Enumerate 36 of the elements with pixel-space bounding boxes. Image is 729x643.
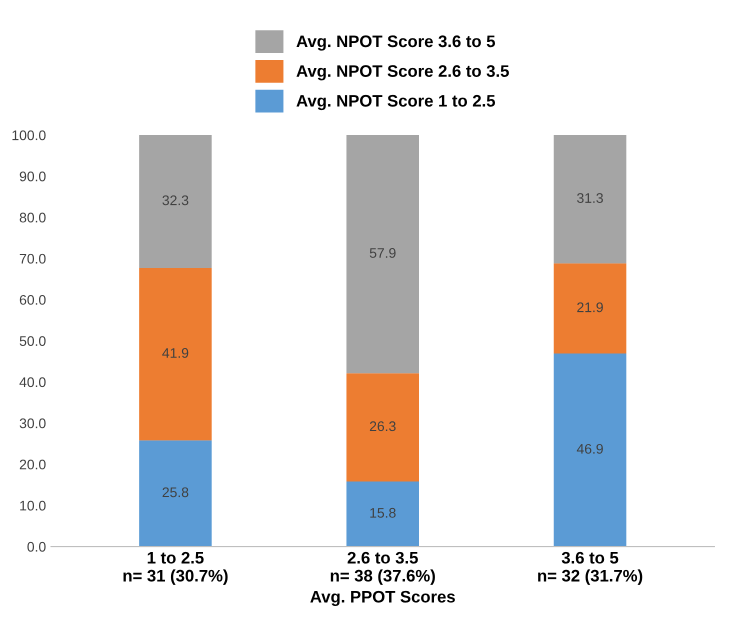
y-tick-label: 80.0 (20, 212, 46, 223)
data-label: 21.9 (577, 302, 603, 312)
bar (346, 482, 420, 547)
y-tick-label: 90.0 (20, 172, 46, 182)
y-tick-label: 30.0 (20, 418, 46, 428)
x-tick-label: 3.6 to 5 n= 32 (31.7%) (538, 552, 642, 585)
legend-label: Avg. NPOT Score 2.6 to 3.5 (296, 65, 509, 80)
bar (554, 354, 626, 547)
y-tick-label: 100.0 (12, 130, 46, 140)
bar (139, 440, 212, 547)
y-tick-label: 10.0 (20, 500, 46, 511)
y-tick-label: 50.0 (20, 336, 46, 346)
data-label: 31.3 (577, 193, 603, 203)
bar (346, 135, 420, 374)
bar (346, 373, 420, 482)
data-label: 32.3 (162, 195, 188, 206)
data-label: 41.9 (162, 348, 188, 358)
y-tick-label: 70.0 (20, 254, 46, 264)
x-tick-label: 2.6 to 3.5 n= 38 (37.6%) (330, 552, 435, 585)
bar (554, 263, 626, 354)
bar (139, 135, 212, 268)
y-tick-label: 0.0 (27, 542, 46, 552)
data-label: 26.3 (370, 421, 396, 432)
legend-label: Avg. NPOT Score 3.6 to 5 (296, 35, 496, 51)
data-label: 15.8 (370, 508, 396, 518)
data-label: 57.9 (370, 248, 396, 258)
x-axis-title: Avg. PPOT Scores (310, 590, 455, 606)
y-tick-label: 20.0 (20, 460, 46, 470)
bar (139, 268, 212, 440)
y-tick-label: 60.0 (20, 294, 46, 305)
data-label: 25.8 (162, 487, 188, 498)
y-tick-label: 40.0 (19, 377, 46, 388)
bar (554, 135, 626, 264)
x-tick-label: 1 to 2.5 n= 31 (30.7%) (123, 552, 228, 585)
data-label: 46.9 (576, 444, 603, 454)
legend-label: Avg. NPOT Score 1 to 2.5 (296, 94, 496, 110)
